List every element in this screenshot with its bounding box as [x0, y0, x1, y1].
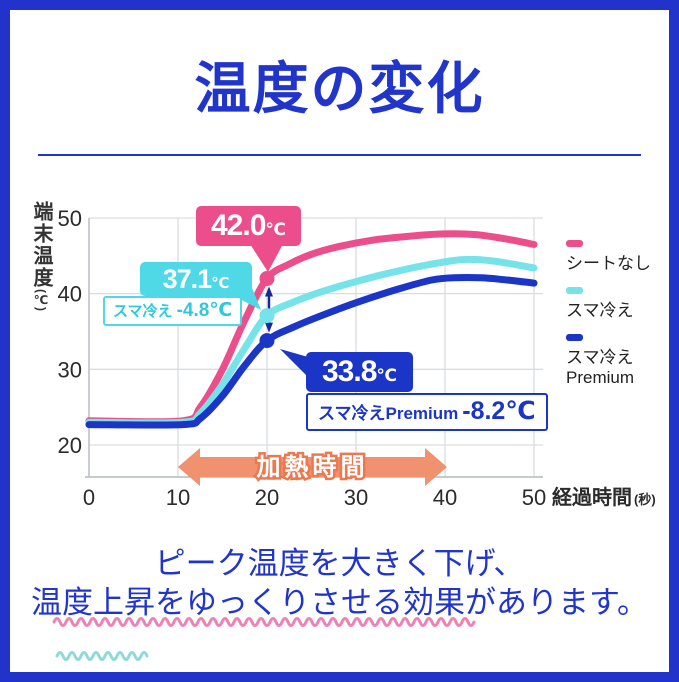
series-marker-2	[259, 333, 275, 349]
x-tick-0: 0	[83, 485, 95, 510]
callout-sumahie-unit: ℃	[211, 275, 230, 292]
x-tick-50: 50	[522, 485, 546, 510]
series-marker-0	[259, 271, 275, 287]
x-tick-30: 30	[344, 485, 368, 510]
note-premium-delta-value: -8.2℃	[462, 397, 536, 425]
caption: ピーク温度を大きく下げ、 温度上昇をゆっくりさせる効果があります。	[0, 544, 679, 622]
pink-wavy-underline	[52, 617, 476, 627]
legend-label-sumahie: スマ冷え	[566, 301, 634, 320]
legend-swatch-sumahie	[566, 287, 583, 294]
series-marker-1	[259, 308, 275, 324]
note-premium-label: スマ冷えPremium	[318, 404, 459, 423]
y-axis-title: 端末温度(℃)	[30, 201, 52, 311]
x-axis-title: 経過時間	[552, 485, 632, 509]
y-axis-title-text: 端末温度	[30, 201, 52, 289]
diff-arrow-head-bottom	[265, 322, 273, 333]
legend-item-no-sheet: シートなし	[566, 240, 666, 274]
note-premium-delta: スマ冷えPremium -8.2℃	[306, 393, 548, 431]
heating-time-arrow	[178, 448, 447, 486]
legend: シートなし スマ冷え スマ冷え Premium	[566, 240, 666, 401]
callout-no-sheet-unit: ℃	[265, 220, 286, 239]
teal-wavy-decoration	[55, 651, 149, 661]
callout-no-sheet-value: 42.0	[211, 209, 266, 242]
x-tick-10: 10	[166, 485, 190, 510]
callout-tail-pink	[250, 244, 283, 272]
callout-premium-value: 33.8	[322, 355, 377, 388]
series-line-1	[85, 255, 538, 427]
legend-item-sumahie: スマ冷え	[566, 287, 666, 321]
x-tick-20: 20	[255, 485, 279, 510]
diff-arrow-head-top	[265, 286, 273, 297]
note-sumahie-delta-value: -4.8℃	[176, 300, 233, 321]
legend-swatch-no-sheet	[566, 240, 583, 247]
title-divider	[38, 154, 641, 156]
callout-sumahie-value: 37.1	[162, 264, 213, 294]
legend-swatch-premium	[566, 334, 583, 341]
callout-sumahie-temp: 37.1℃	[140, 262, 252, 296]
legend-label-premium: スマ冷え Premium	[566, 348, 635, 387]
note-sumahie-label: スマ冷え	[113, 303, 173, 320]
callout-no-sheet-temp: 42.0℃	[196, 206, 301, 246]
y-tick-20: 20	[58, 433, 82, 458]
legend-label-no-sheet: シートなし	[566, 254, 651, 273]
note-sumahie-delta: スマ冷え -4.8℃	[103, 296, 243, 326]
y-tick-30: 30	[58, 357, 82, 382]
callout-tail-blue	[280, 349, 308, 377]
y-tick-50: 50	[58, 206, 82, 231]
series-line-2	[85, 274, 538, 429]
x-tick-40: 40	[433, 485, 457, 510]
legend-item-premium: スマ冷え Premium	[566, 334, 666, 388]
callout-premium-temp: 33.8℃	[306, 352, 413, 392]
y-axis-unit: (℃)	[34, 289, 48, 311]
caption-line-1: ピーク温度を大きく下げ、	[154, 546, 525, 581]
page-title: 温度の変化	[194, 57, 485, 120]
y-tick-40: 40	[58, 282, 82, 307]
heating-time-label: 加熱時間	[257, 454, 369, 481]
x-axis-unit: (秒)	[634, 492, 656, 507]
callout-premium-unit: ℃	[376, 366, 397, 385]
series-line-0	[85, 230, 538, 426]
caption-line-2: 温度上昇をゆっくりさせる効果があります。	[31, 585, 648, 620]
